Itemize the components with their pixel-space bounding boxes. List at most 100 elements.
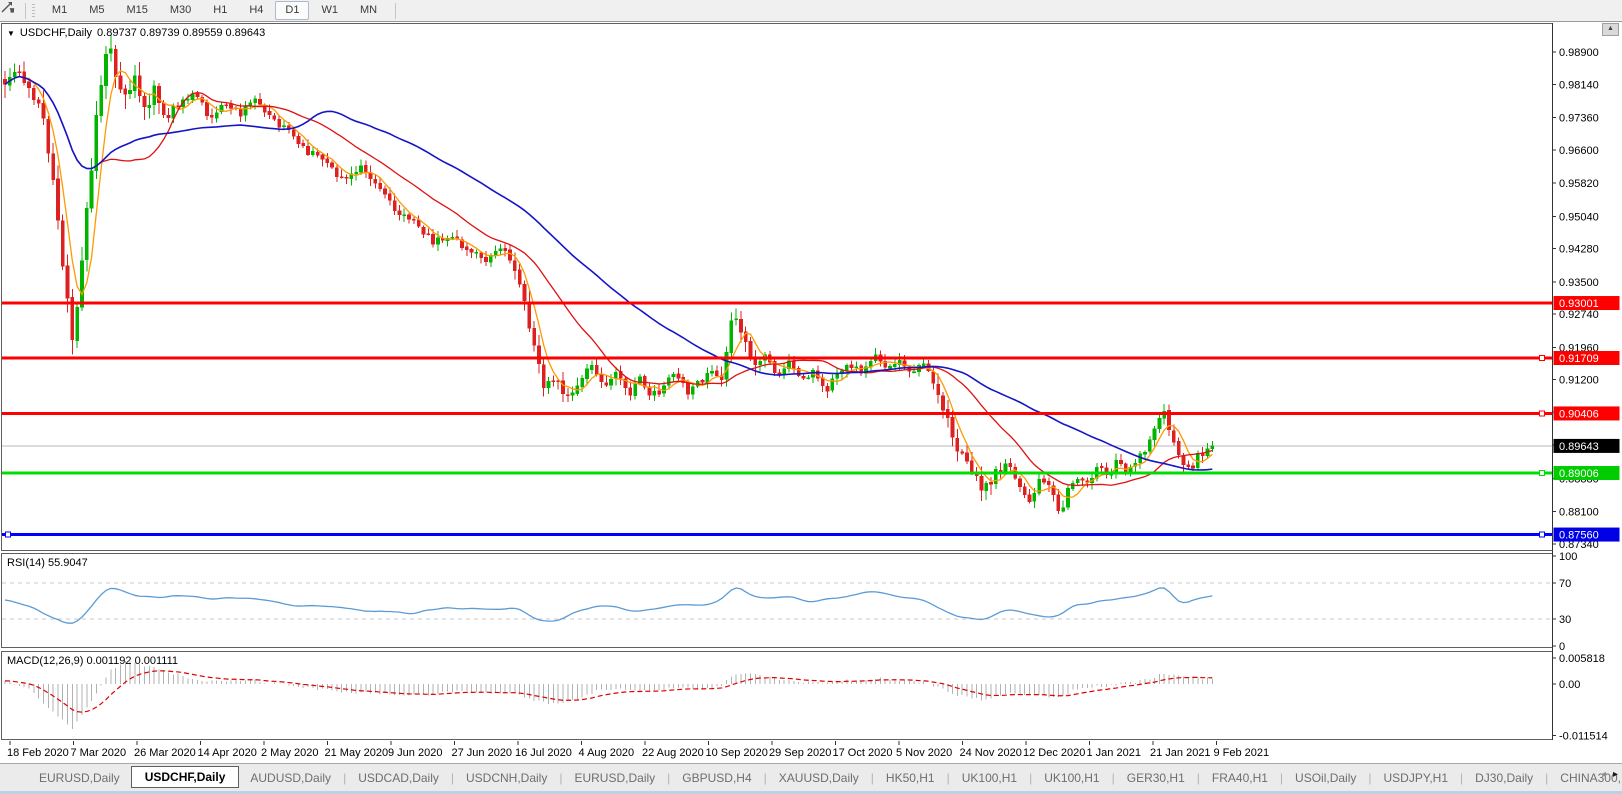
hline-handle[interactable] — [1539, 531, 1545, 538]
tab-separator: | — [1460, 770, 1464, 785]
macd-indicator-label: MACD(12,26,9) 0.001192 0.001111 — [7, 655, 179, 667]
tab-gbpusd-h4[interactable]: GBPUSD,H4 — [682, 770, 752, 785]
chart-symbol-label: USDCHF,Daily — [19, 27, 93, 39]
tab-usdcnh-daily[interactable]: USDCNH,Daily — [466, 770, 548, 785]
hline-price-label: 0.90406 — [1559, 408, 1599, 420]
date-label: 16 Jul 2020 — [515, 747, 572, 759]
rsi-pane[interactable] — [1, 553, 1553, 648]
hline-handle[interactable] — [5, 531, 11, 538]
date-label: 17 Oct 2020 — [833, 747, 893, 759]
timeframe-button-m30[interactable]: M30 — [169, 4, 192, 16]
tab-uk100-h1[interactable]: UK100,H1 — [961, 770, 1018, 785]
tab-ger30-h1[interactable]: GER30,H1 — [1126, 770, 1185, 785]
tab-dj30-daily[interactable]: DJ30,Daily — [1475, 770, 1534, 785]
date-label: 1 Jan 2021 — [1087, 747, 1141, 759]
hline-price-label-bg — [1553, 527, 1620, 542]
tab-eurusd-daily[interactable]: EURUSD,Daily — [39, 770, 120, 785]
timeframe-button-m5[interactable]: M5 — [89, 4, 105, 16]
timeframe-button-d1[interactable]: D1 — [275, 1, 310, 20]
price-tick-label: 0.92740 — [1559, 309, 1599, 321]
tab-usdchf-daily[interactable]: USDCHF,Daily — [130, 765, 240, 788]
chart-tab-bar: EURUSD,Daily USDCHF,Daily AUDUSD,Daily | USD… — [0, 763, 1622, 791]
timeframe-button-w1[interactable]: W1 — [321, 4, 338, 16]
chart-title: ▼ USDCHF,Daily 0.89737 0.89739 0.89559 0… — [7, 27, 265, 39]
date-label: 29 Sep 2020 — [769, 747, 831, 759]
date-label: 5 Nov 2020 — [896, 747, 952, 759]
tab-fra40-h1[interactable]: FRA40,H1 — [1211, 770, 1268, 785]
hline-price-label: 0.91709 — [1559, 353, 1599, 365]
ma-mid-line — [4, 75, 1213, 487]
status-strip — [0, 791, 1622, 794]
rsi-indicator-label: RSI(14) 55.9047 — [7, 557, 88, 569]
macd-histogram — [4, 660, 1213, 730]
hline-price-label-bg — [1553, 351, 1620, 365]
current-price-label-bg — [1553, 438, 1620, 453]
hline-handle[interactable] — [1539, 355, 1545, 361]
tab-scroll-left-icon[interactable]: ◂ — [1600, 769, 1606, 780]
date-label: 14 Apr 2020 — [198, 747, 257, 759]
price-tick-label: 0.96600 — [1559, 145, 1599, 157]
tab-usdcad-daily[interactable]: USDCAD,Daily — [358, 770, 439, 785]
ma-slow-line — [4, 75, 1213, 471]
tab-separator: | — [870, 770, 874, 785]
timeframe-button-h1[interactable]: H1 — [213, 4, 228, 16]
toolbar-separator — [24, 2, 26, 19]
tab-separator: | — [1368, 770, 1372, 785]
price-tick-label: 0.87340 — [1559, 539, 1599, 551]
macd-tick-label: -0.011514 — [1559, 730, 1608, 742]
rsi-line — [4, 587, 1213, 624]
tab-usdjpy-h1[interactable]: USDJPY,H1 — [1383, 770, 1448, 785]
macd-pane[interactable] — [1, 651, 1553, 740]
price-tick-label: 0.98140 — [1559, 79, 1599, 91]
price-tick-label: 0.93500 — [1559, 277, 1599, 289]
tab-hk50-h1[interactable]: HK50,H1 — [885, 770, 935, 785]
tab-separator: | — [1111, 770, 1115, 785]
hline-handle[interactable] — [1539, 410, 1545, 417]
hline-price-label-bg — [1553, 466, 1620, 481]
tab-audusd-daily[interactable]: AUDUSD,Daily — [250, 770, 332, 785]
toolbar-grip-handle[interactable] — [31, 3, 35, 18]
crosshair-cursor-icon — [1, 2, 14, 13]
price-tick-label: 0.94280 — [1559, 244, 1599, 256]
price-tick-label: 0.88100 — [1559, 507, 1599, 519]
hline-price-label: 0.93001 — [1559, 298, 1599, 310]
tab-separator: | — [1196, 770, 1200, 785]
rsi-tick-label: 100 — [1559, 551, 1577, 563]
hline-price-label-bg — [1553, 406, 1620, 421]
timeframe-button-h4[interactable]: H4 — [249, 4, 264, 16]
hline-price-label: 0.89006 — [1559, 468, 1599, 480]
timeframe-button-mn[interactable]: MN — [359, 4, 378, 16]
timeframe-buttons: M1 M5 M15 M30 H1 H4 D1 W1 MN — [41, 1, 388, 20]
tab-separator: | — [1029, 770, 1033, 785]
date-label: 26 Mar 2020 — [134, 747, 196, 759]
scroll-up-button[interactable]: ▲ — [1602, 23, 1619, 36]
tab-scroll-right-icon[interactable]: ▸ — [1612, 769, 1618, 780]
rsi-tick-label: 30 — [1559, 614, 1571, 626]
tab-separator: | — [1545, 770, 1549, 785]
date-label: 4 Aug 2020 — [579, 747, 635, 759]
ma-fast-line — [4, 70, 1213, 498]
main-pane[interactable] — [1, 23, 1553, 551]
chart-canvas[interactable]: 0.98900 0.98140 0.97360 0.96600 0.95820 0.950… — [0, 0, 1622, 763]
tab-xauusd-daily[interactable]: XAUUSD,Daily — [778, 770, 859, 785]
tab-separator: | — [1279, 770, 1284, 785]
tab-separator: | — [343, 770, 347, 785]
tab-usoil-daily[interactable]: USOil,Daily — [1295, 770, 1357, 785]
chart-menu-caret-icon[interactable]: ▼ — [7, 28, 15, 38]
macd-tick-label: 0.005818 — [1559, 653, 1605, 665]
timeframe-toolbar: ▼ M1 M5 M15 M30 H1 H4 D1 W1 MN — [0, 0, 1622, 22]
tab-uk100-h1[interactable]: UK100,H1 — [1044, 770, 1100, 785]
hline-price-label-bg — [1553, 296, 1620, 311]
tab-eurusd-daily[interactable]: EURUSD,Daily — [574, 770, 656, 785]
timeframe-button-m15[interactable]: M15 — [126, 4, 148, 16]
tab-china300-h1[interactable]: CHINA300,H1 — [1560, 770, 1622, 785]
chart-ohlc-values: 0.89737 0.89739 0.89559 0.89643 — [97, 27, 266, 39]
timeframe-button-m1[interactable]: M1 — [51, 4, 68, 16]
tab-separator: | — [450, 770, 454, 785]
date-label: 10 Sep 2020 — [706, 747, 768, 759]
date-label: 7 Mar 2020 — [71, 747, 127, 759]
date-label: 2 May 2020 — [261, 747, 318, 759]
hline-handle[interactable] — [1539, 470, 1545, 477]
cursor-tool-button[interactable]: ▼ — [0, 0, 21, 21]
